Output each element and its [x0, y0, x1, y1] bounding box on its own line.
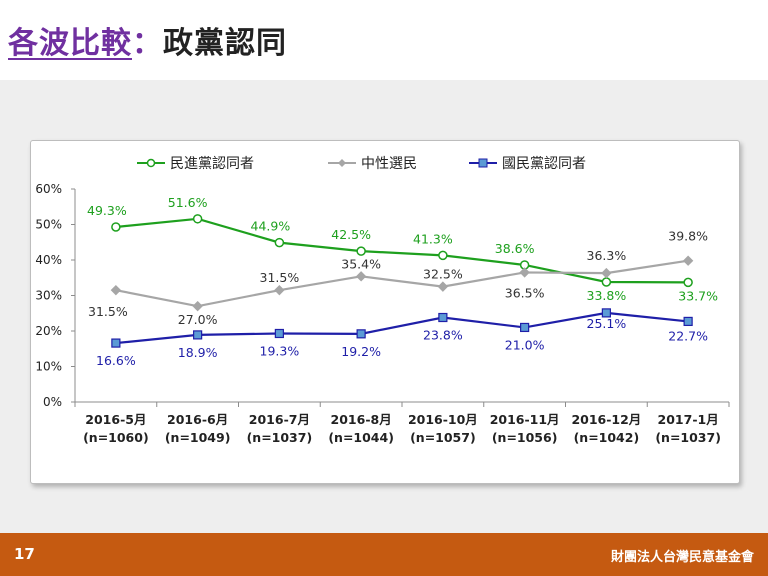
title-colon: ：: [132, 26, 163, 61]
y-tick-label: 40%: [35, 253, 62, 267]
x-tick-sublabel: (n=1037): [655, 430, 721, 445]
organization-name: 財團法人台灣民意基金會: [610, 550, 754, 565]
data-label: 44.9%: [251, 219, 291, 234]
y-tick-label: 20%: [35, 324, 62, 338]
data-point-marker: [110, 284, 122, 296]
data-label: 18.9%: [178, 345, 218, 360]
data-label: 25.1%: [587, 316, 627, 331]
page-title: 各波比較：政黨認同: [8, 18, 287, 62]
x-tick-label: 2016-5月: [85, 412, 146, 427]
x-tick-label: 2016-12月: [571, 412, 641, 427]
data-label: 36.3%: [587, 248, 627, 263]
data-point-marker: [111, 338, 121, 348]
x-tick-sublabel: (n=1049): [165, 430, 231, 445]
data-point-marker: [356, 246, 366, 256]
data-point-marker: [682, 255, 694, 266]
data-point-marker: [438, 250, 448, 261]
x-tick-sublabel: (n=1042): [574, 430, 640, 445]
data-point-marker: [356, 329, 366, 339]
data-label: 35.4%: [341, 256, 381, 271]
data-point-marker: [519, 267, 530, 278]
data-point-marker: [274, 328, 284, 339]
legend-label: 民進黨認同者: [170, 156, 254, 172]
title-subtitle: 政黨認同: [163, 26, 287, 61]
legend-label: 中性選民: [361, 156, 417, 172]
data-label: 33.7%: [678, 288, 718, 303]
data-point-marker: [683, 316, 693, 327]
data-label: 49.3%: [87, 203, 127, 218]
chart-frame: 0% 10% 20% 30% 40% 50% 60% 2016-5月 (n=1060) 2016-…: [30, 140, 740, 484]
x-tick-label: 2016-8月: [331, 412, 392, 427]
x-tick-sublabel: (n=1044): [328, 430, 394, 445]
data-label: 19.2%: [341, 344, 381, 359]
data-point-marker: [601, 267, 612, 279]
data-point-marker: [192, 300, 203, 312]
y-tick-label: 50%: [35, 218, 62, 232]
x-tick-sublabel: (n=1057): [410, 430, 476, 445]
x-tick-label: 2017-1月: [658, 412, 719, 427]
data-label: 36.5%: [505, 285, 545, 300]
y-tick-label: 30%: [35, 289, 62, 303]
legend-marker: [338, 159, 346, 167]
data-label: 16.6%: [96, 353, 136, 368]
data-label: 33.8%: [587, 288, 627, 303]
page-number: 17: [14, 545, 35, 563]
data-label: 23.8%: [423, 328, 463, 343]
data-label: 51.6%: [168, 195, 208, 210]
data-point-marker: [192, 214, 203, 224]
data-label: 21.0%: [505, 337, 545, 352]
y-tick-label: 10%: [35, 360, 62, 374]
data-label: 41.3%: [413, 231, 453, 246]
legend-marker: [146, 158, 156, 168]
data-label: 19.3%: [260, 343, 300, 358]
x-tick-sublabel: (n=1056): [492, 430, 558, 445]
data-point-marker: [520, 322, 530, 333]
legend-marker: [478, 158, 488, 168]
line-chart: 0% 10% 20% 30% 40% 50% 60% 2016-5月 (n=1060) 2016-…: [35, 156, 730, 445]
data-point-marker: [601, 277, 612, 287]
y-tick-label: 60%: [35, 182, 62, 196]
x-tick-label: 2016-6月: [167, 412, 228, 427]
data-point-marker: [601, 308, 611, 318]
data-point-marker: [193, 330, 203, 340]
data-label: 38.6%: [495, 241, 535, 256]
data-label: 32.5%: [423, 267, 463, 282]
data-point-marker: [111, 222, 121, 232]
data-point-marker: [683, 277, 693, 288]
series-line-1: [115, 259, 689, 308]
data-point-marker: [274, 284, 285, 296]
x-tick-label: 2016-10月: [408, 412, 478, 427]
series-line-0: [115, 217, 689, 284]
x-tick-sublabel: (n=1060): [83, 430, 149, 445]
data-point-marker: [438, 312, 448, 323]
series-line-2: [115, 311, 689, 345]
data-label: 39.8%: [668, 229, 708, 244]
data-label: 42.5%: [331, 227, 371, 242]
data-point-marker: [274, 237, 285, 248]
y-tick-label: 0%: [43, 395, 62, 409]
x-tick-label: 2016-7月: [249, 412, 310, 427]
data-label: 31.5%: [260, 270, 300, 285]
data-label: 27.0%: [178, 312, 218, 327]
data-point-marker: [437, 281, 449, 292]
data-point-marker: [355, 271, 367, 282]
legend-label: 國民黨認同者: [502, 156, 586, 172]
footer-bar: 17 財團法人台灣民意基金會: [0, 533, 768, 576]
data-label: 22.7%: [668, 328, 708, 343]
data-label: 31.5%: [88, 304, 128, 319]
x-tick-sublabel: (n=1037): [247, 430, 313, 445]
title-main: 各波比較: [8, 26, 132, 61]
x-tick-label: 2016-11月: [490, 412, 560, 427]
